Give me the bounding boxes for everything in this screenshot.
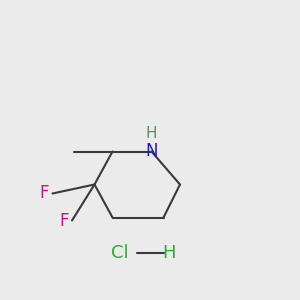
Text: F: F bbox=[59, 212, 69, 230]
Text: F: F bbox=[40, 184, 49, 202]
Text: Cl: Cl bbox=[111, 244, 129, 262]
Text: H: H bbox=[163, 244, 176, 262]
Text: H: H bbox=[146, 126, 157, 141]
Text: N: N bbox=[145, 142, 158, 160]
